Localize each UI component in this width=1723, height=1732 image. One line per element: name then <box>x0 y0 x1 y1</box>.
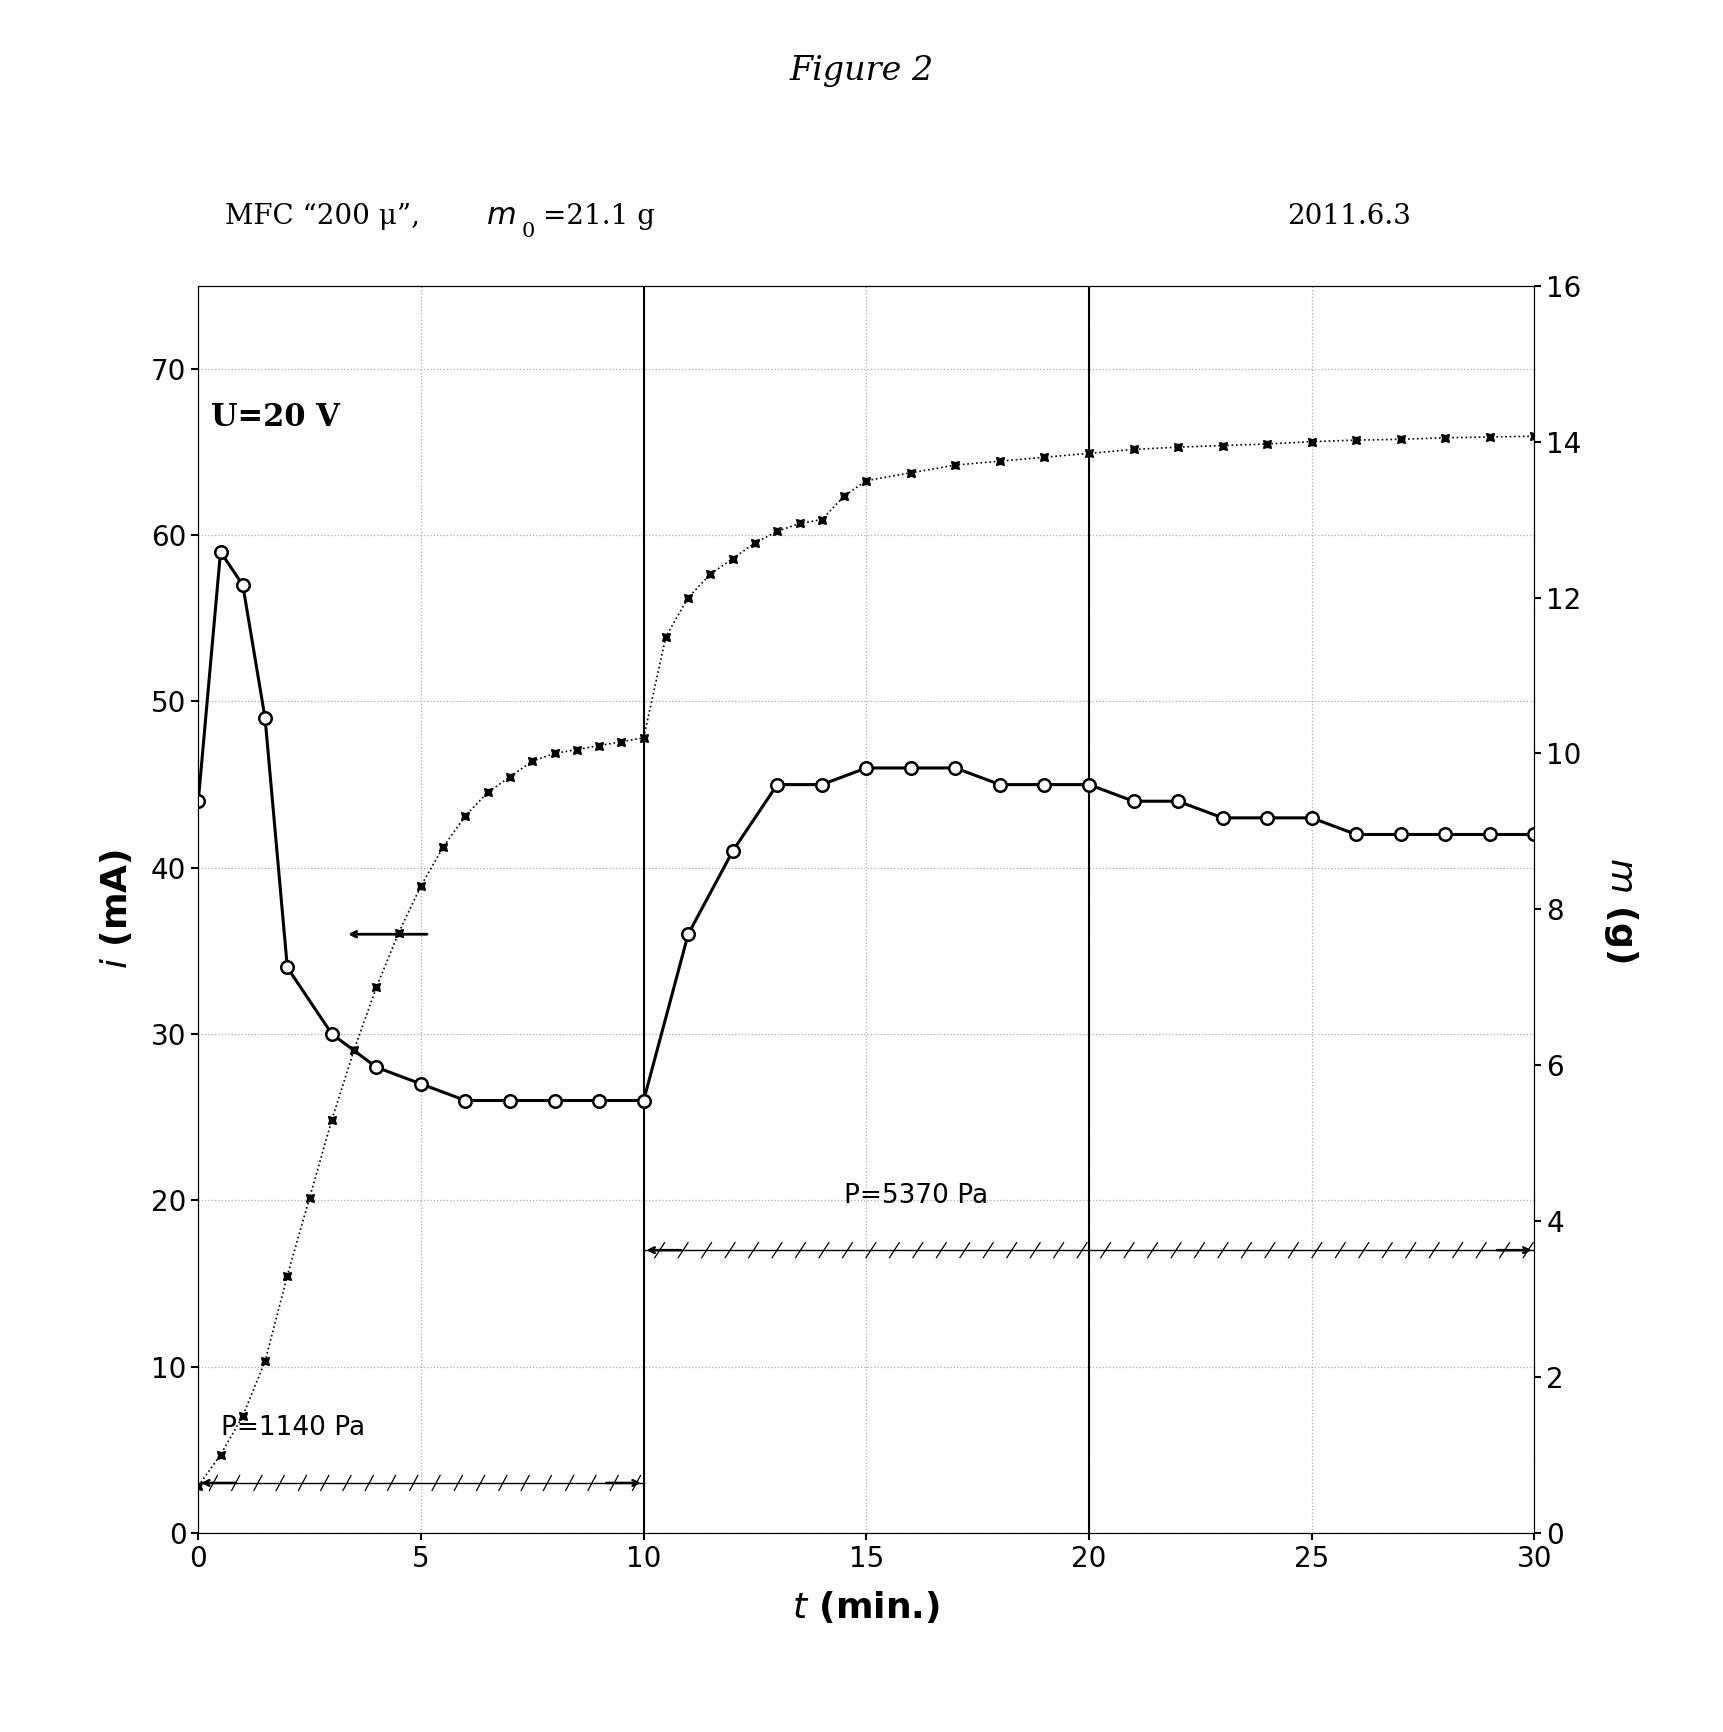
Y-axis label: $\mathit{m}$ (g): $\mathit{m}$ (g) <box>1601 857 1639 961</box>
X-axis label: $\mathit{t}$ (min.): $\mathit{t}$ (min.) <box>793 1590 939 1625</box>
Text: U=20 V: U=20 V <box>210 402 339 433</box>
Text: P=5370 Pa: P=5370 Pa <box>844 1183 987 1209</box>
Text: 0: 0 <box>522 222 534 241</box>
Text: 2011.6.3: 2011.6.3 <box>1287 203 1409 230</box>
Text: Figure 2: Figure 2 <box>789 55 934 87</box>
Text: MFC “200 μ”,: MFC “200 μ”, <box>224 203 426 230</box>
Text: =21.1 g: =21.1 g <box>543 203 655 230</box>
Text: $\mathbf{\mathit{m}}$: $\mathbf{\mathit{m}}$ <box>486 201 515 230</box>
Text: P=1140 Pa: P=1140 Pa <box>221 1415 365 1441</box>
Y-axis label: $\mathit{i}$ (mA): $\mathit{i}$ (mA) <box>98 849 134 970</box>
